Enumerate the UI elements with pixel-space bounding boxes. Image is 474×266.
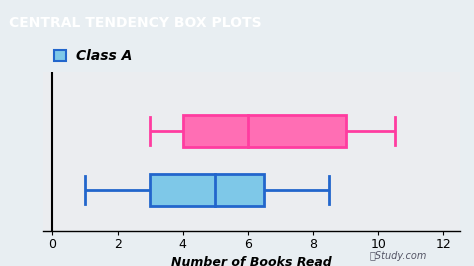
Bar [150,174,264,206]
Bar [183,115,346,147]
Text: ⓄStudy.com: ⓄStudy.com [370,251,427,261]
Text: CENTRAL TENDENCY BOX PLOTS: CENTRAL TENDENCY BOX PLOTS [9,16,262,30]
X-axis label: Number of Books Read: Number of Books Read [171,256,332,266]
Legend: Class A: Class A [49,44,138,68]
